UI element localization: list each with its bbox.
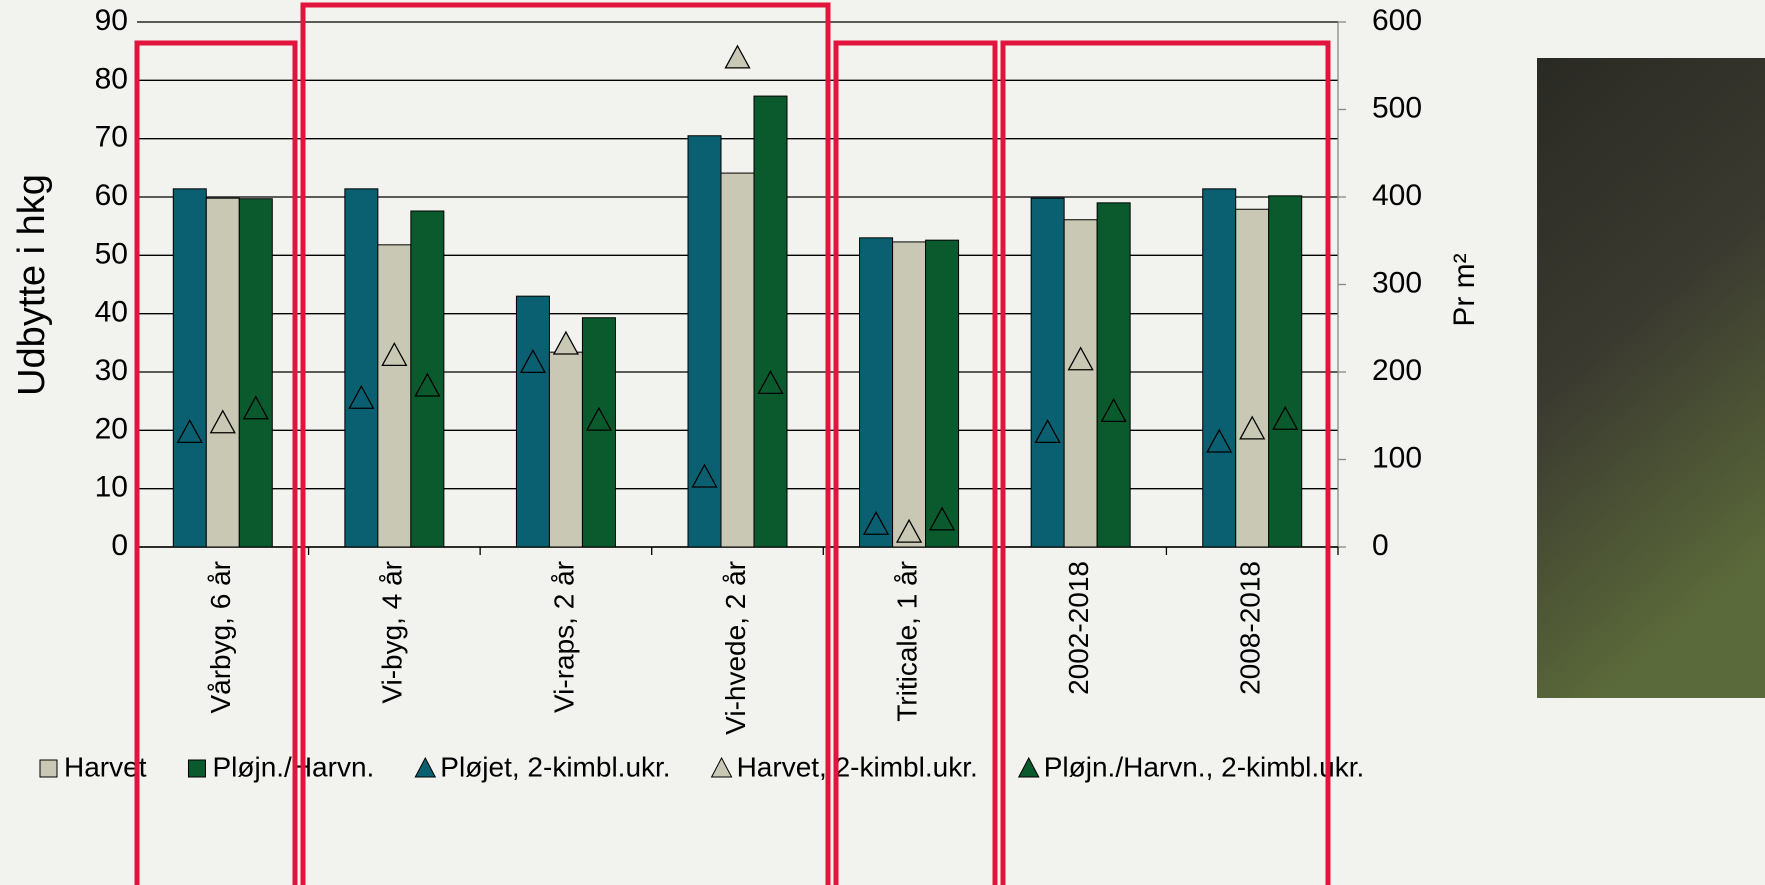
x-tick-label: 2002-2018: [1063, 561, 1094, 695]
highlight-box: [1000, 40, 1331, 885]
bar: [1096, 202, 1131, 548]
triangle-marker: [862, 510, 890, 535]
triangle-marker: [928, 506, 956, 531]
bar: [720, 172, 755, 548]
triangle-marker: [242, 395, 269, 420]
triangle-marker: [1272, 405, 1299, 430]
x-tick-label: Vårbyg, 6 år: [205, 561, 236, 714]
triangle-marker: [176, 419, 203, 444]
legend: Harvet Pløjn./Harvn. Pløjet, 2-kimbl.ukr. H…: [39, 751, 1365, 782]
y2-tick-label: 300: [1372, 266, 1422, 299]
triangle-marker: [585, 406, 613, 431]
highlight-box: [833, 40, 998, 885]
highlight-boxes: [134, 2, 1331, 885]
y2-axis-label: Pr m²: [1448, 253, 1481, 326]
bar: [753, 95, 788, 548]
legend-marker: [1017, 756, 1040, 778]
y2-tick-label: 500: [1372, 91, 1422, 124]
x-tick-label: 2008-2018: [1235, 561, 1266, 695]
legend-marker: [710, 756, 733, 778]
triangle-marker: [1067, 346, 1094, 371]
bar: [377, 244, 412, 548]
y-tick-label: 20: [95, 412, 128, 445]
highlight-box: [134, 40, 298, 885]
bar: [1268, 195, 1303, 548]
x-tick-label: Vi-byg, 4 år: [377, 561, 408, 704]
x-tick-label: Vi-raps, 2 år: [548, 561, 579, 713]
legend-marker: [187, 759, 206, 778]
bar: [1235, 208, 1270, 548]
bar: [515, 295, 550, 548]
photo: [1537, 58, 1765, 698]
bar: [581, 317, 616, 548]
y-tick-label: 60: [95, 179, 128, 212]
bar: [238, 198, 273, 548]
plot: 0 10 20 30 40 50 60 70 80 90 0 100 200 300 400 500 600 Vå…: [95, 4, 1422, 735]
bar: [1030, 197, 1065, 548]
y2-tick-label: 200: [1372, 354, 1422, 387]
highlight-box: [300, 2, 831, 885]
bar: [344, 188, 379, 548]
y2-tick-label: 600: [1372, 4, 1422, 37]
triangle-marker: [691, 463, 718, 488]
bar: [859, 237, 894, 548]
triangle-marker: [348, 384, 375, 409]
y-tick-label: 70: [95, 121, 128, 154]
x-tick-label: Triticale, 1 år: [891, 561, 922, 722]
legend-label: Pløjet, 2-kimbl.ukr.: [440, 751, 670, 782]
bar: [1063, 219, 1098, 548]
triangle-marker: [1239, 415, 1266, 440]
legend-marker: [414, 756, 437, 778]
y2-tick-label: 0: [1372, 529, 1389, 562]
triangle-marker: [209, 409, 236, 434]
bar: [172, 188, 207, 548]
y-axis-label: Udbytte i hkg: [11, 174, 53, 396]
triangle-marker: [414, 372, 441, 397]
triangle-marker: [895, 518, 923, 543]
triangle-marker: [1034, 419, 1061, 444]
y-tick-label: 10: [95, 471, 128, 504]
triangle-marker: [1206, 428, 1233, 453]
x-tick-label: Vi-hvede, 2 år: [720, 561, 751, 735]
bar: [205, 197, 240, 548]
y-tick-label: 0: [111, 529, 128, 562]
legend-label: Harvet, 2-kimbl.ukr.: [737, 751, 978, 782]
triangle-marker: [1100, 398, 1127, 423]
triangle-marker: [757, 370, 784, 395]
y-tick-label: 80: [95, 62, 128, 95]
triangle-marker: [552, 330, 580, 355]
bar: [925, 239, 960, 548]
bar: [1202, 188, 1237, 548]
triangle-marker: [519, 349, 547, 374]
triangle-marker: [381, 342, 408, 367]
legend-label: Pløjn./Harvn., 2-kimbl.ukr.: [1044, 751, 1365, 782]
bar: [892, 241, 927, 548]
y-tick-label: 40: [95, 296, 128, 329]
y2-tick-label: 100: [1372, 441, 1422, 474]
y-tick-label: 30: [95, 354, 128, 387]
bar: [548, 351, 583, 548]
legend-label: Harvet: [64, 751, 147, 782]
y-tick-label: 50: [95, 237, 128, 270]
triangle-marker: [724, 44, 751, 69]
legend-marker: [39, 759, 58, 778]
y-tick-label: 90: [95, 4, 128, 37]
y2-tick-label: 400: [1372, 179, 1422, 212]
